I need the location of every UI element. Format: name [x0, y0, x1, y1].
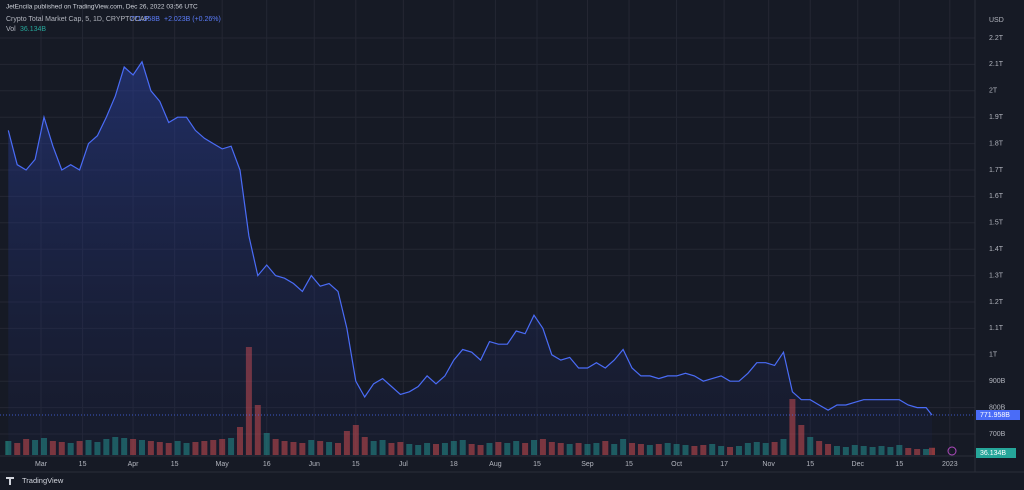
- y-tick-label: 1.8T: [989, 140, 1004, 147]
- y-tick-label: 1.3T: [989, 272, 1004, 279]
- x-tick-label: Apr: [128, 461, 140, 468]
- x-tick-label: 15: [79, 461, 87, 468]
- y-tick-label: 1.9T: [989, 114, 1004, 121]
- publisher: JetEncila published on TradingView.com, …: [6, 4, 198, 11]
- brand: TradingView: [22, 476, 64, 485]
- x-tick-label: 15: [895, 461, 903, 468]
- y-tick-label: 1.5T: [989, 220, 1004, 227]
- change: +2.023B (+0.26%): [164, 16, 221, 23]
- x-tick-label: Dec: [852, 461, 865, 468]
- x-tick-label: Aug: [489, 461, 502, 468]
- y-tick-label: 1.6T: [989, 193, 1004, 200]
- x-tick-label: 15: [625, 461, 633, 468]
- x-tick-label: 15: [171, 461, 179, 468]
- last-volume-tag: 36.134B: [980, 450, 1006, 457]
- y-tick-label: 1.7T: [989, 167, 1004, 174]
- x-tick-label: 15: [806, 461, 814, 468]
- y-tick-label: 1T: [989, 352, 998, 359]
- last-volume-box: [976, 448, 1016, 458]
- y-tick-label: 900B: [989, 378, 1006, 385]
- x-tick-label: Oct: [671, 461, 682, 468]
- last-value-tag: 771.958B: [980, 412, 1010, 419]
- x-tick-label: 2023: [942, 461, 958, 468]
- chart-title: Crypto Total Market Cap, 5, 1D, CRYPTOCA…: [6, 16, 149, 23]
- last-value: 771.958B: [130, 16, 160, 23]
- last-volume: 36.134B: [20, 26, 46, 33]
- x-tick-label: Sep: [581, 461, 594, 468]
- plot: [0, 60, 975, 457]
- y-tick-label: 2.1T: [989, 61, 1004, 68]
- x-tick-label: Jul: [399, 461, 408, 468]
- x-tick-label: 17: [720, 461, 728, 468]
- y-tick-label: 1.1T: [989, 325, 1004, 332]
- y-tick-label: 2.2T: [989, 35, 1004, 42]
- volume-label: Vol: [6, 26, 16, 33]
- last-value-box: [976, 410, 1020, 421]
- y-tick-label: 1.4T: [989, 246, 1004, 253]
- y-tick-label: 700B: [989, 431, 1006, 438]
- area-fill: [8, 61, 933, 457]
- y-tick-label: 2T: [989, 88, 998, 95]
- x-tick-label: May: [216, 461, 230, 468]
- currency: USD: [989, 17, 1004, 24]
- x-tick-label: 15: [533, 461, 541, 468]
- y-tick-label: 1.2T: [989, 299, 1004, 306]
- price-line: [7, 60, 933, 416]
- x-tick-label: 15: [352, 461, 360, 468]
- x-tick-label: Nov: [762, 461, 775, 468]
- y-tick-label: 800B: [989, 404, 1006, 411]
- x-tick-label: Jun: [309, 461, 320, 468]
- brand-logo: [6, 477, 14, 485]
- x-tick-label: Mar: [35, 461, 48, 468]
- event-icon: [947, 446, 957, 456]
- x-tick-label: 16: [263, 461, 271, 468]
- x-tick-label: 18: [450, 461, 458, 468]
